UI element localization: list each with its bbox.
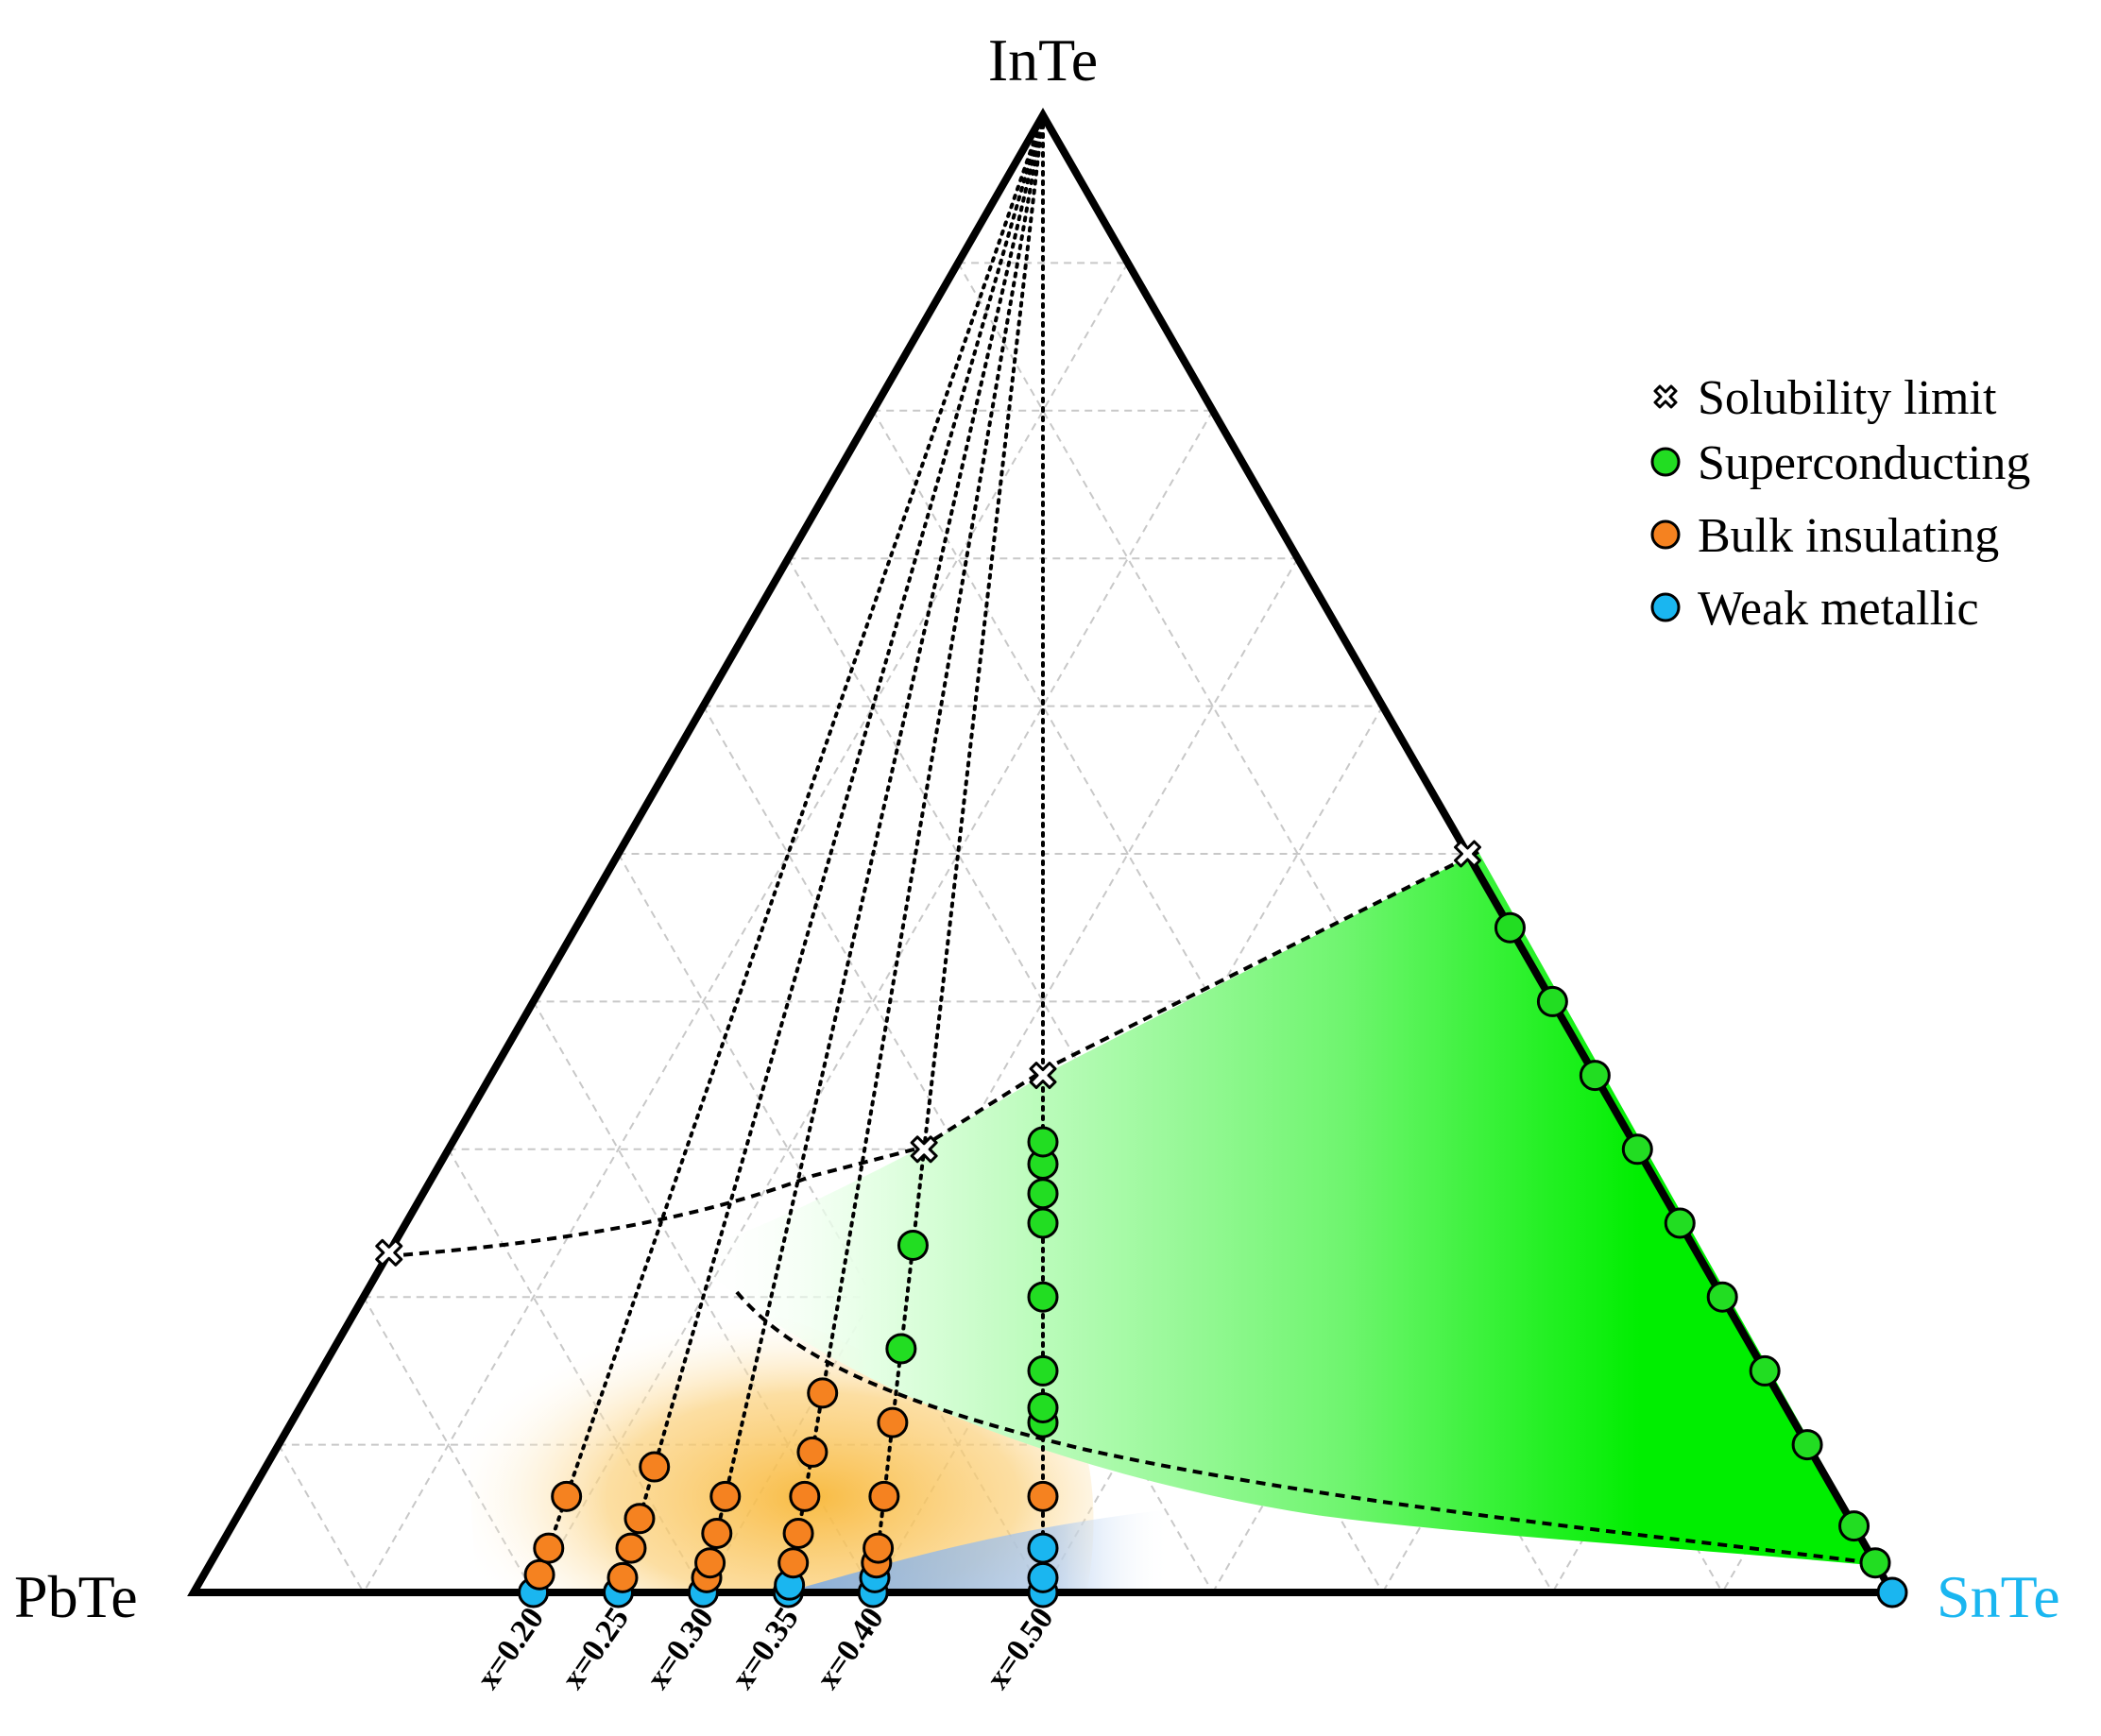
- composition-label: x=0.30: [641, 1601, 721, 1695]
- legend: Solubility limit Superconducting Bulk in…: [1650, 371, 2030, 636]
- bulk-insulating-point: [868, 1480, 900, 1512]
- legend-label-weak-metallic: Weak metallic: [1698, 582, 1979, 636]
- legend-label-bulk-insulating: Bulk insulating: [1698, 509, 1999, 563]
- superconducting-point: [1536, 985, 1568, 1017]
- composition-label: x=0.20: [470, 1601, 551, 1695]
- bulk-insulating-point: [1027, 1480, 1059, 1512]
- composition-label: x=0.25: [555, 1601, 636, 1695]
- solubility-limit-marker: [1454, 840, 1481, 868]
- weak-metallic-point: [1876, 1576, 1908, 1608]
- legend-marker-solubility-limit: [1653, 384, 1678, 409]
- superconducting-point: [1494, 911, 1526, 944]
- superconducting-point: [1027, 1126, 1059, 1158]
- composition-line: [701, 113, 1045, 1594]
- bulk-insulating-point: [533, 1532, 565, 1564]
- legend-marker-superconducting: [1650, 447, 1681, 477]
- weak-metallic-point: [1027, 1532, 1059, 1564]
- superconducting-point: [1027, 1207, 1059, 1239]
- composition-labels: x=0.20 x=0.25 x=0.30 x=0.35 x=0.40 x=0.50: [470, 1601, 1061, 1695]
- superconducting-point: [1579, 1060, 1611, 1092]
- composition-label: x=0.35: [726, 1601, 806, 1695]
- legend-label-solubility-limit: Solubility limit: [1698, 371, 1997, 425]
- composition-lines: [531, 113, 1045, 1594]
- composition-line: [786, 113, 1045, 1594]
- bulk-insulating-point: [709, 1480, 742, 1512]
- data-points: [375, 840, 1908, 1608]
- grid-line: [532, 410, 1214, 1593]
- bulk-insulating-point: [789, 1480, 821, 1512]
- superconducting-point: [1664, 1207, 1696, 1239]
- bulk-insulating-point: [694, 1547, 726, 1579]
- bulk-insulating-point: [782, 1517, 814, 1549]
- superconducting-point: [1791, 1429, 1823, 1461]
- superconducting-point: [1706, 1281, 1738, 1313]
- solubility-limit-marker: [910, 1135, 938, 1164]
- composition-line: [616, 113, 1045, 1594]
- solubility-limit-marker: [1029, 1062, 1057, 1090]
- legend-label-superconducting: Superconducting: [1698, 436, 2030, 490]
- bulk-insulating-point: [623, 1503, 656, 1535]
- superconducting-point: [1027, 1392, 1059, 1423]
- bulk-insulating-point: [639, 1451, 671, 1483]
- bulk-insulating-point: [701, 1517, 733, 1549]
- superconducting-region: [690, 852, 1880, 1566]
- grid-line: [957, 262, 1724, 1593]
- vertex-label-snte: SnTe: [1937, 1563, 2060, 1630]
- superconducting-point: [897, 1229, 929, 1261]
- superconducting-point: [1859, 1547, 1891, 1579]
- solubility-limit-marker: [375, 1238, 403, 1267]
- superconducting-point: [1838, 1510, 1870, 1542]
- grid-line: [278, 1444, 365, 1593]
- superconducting-point: [1621, 1133, 1653, 1166]
- solubility-limit-boundary: [386, 850, 1479, 1258]
- composition-label: x=0.40: [810, 1601, 890, 1695]
- bulk-insulating-point: [796, 1436, 828, 1468]
- bulk-insulating-point: [863, 1532, 895, 1564]
- bulk-insulating-point: [807, 1377, 839, 1409]
- bulk-insulating-point: [523, 1558, 555, 1591]
- weak-metallic-point: [1027, 1561, 1059, 1593]
- bulk-insulating-point: [615, 1532, 647, 1564]
- bulk-insulating-point: [777, 1547, 810, 1579]
- vertex-label-inte: InTe: [988, 26, 1098, 94]
- superconducting-point: [885, 1333, 917, 1365]
- superconducting-point: [1749, 1354, 1781, 1387]
- superconducting-point: [1027, 1281, 1059, 1313]
- composition-label: x=0.50: [980, 1601, 1060, 1695]
- superconducting-point: [1027, 1354, 1059, 1387]
- bulk-insulating-point: [551, 1480, 583, 1512]
- bulk-insulating-point: [877, 1406, 909, 1438]
- legend-marker-bulk-insulating: [1650, 519, 1681, 550]
- bulk-insulating-point: [606, 1561, 639, 1593]
- composition-line: [531, 113, 1045, 1594]
- superconducting-point: [1027, 1178, 1059, 1210]
- vertex-label-pbte: PbTe: [14, 1563, 138, 1630]
- legend-marker-weak-metallic: [1650, 592, 1681, 622]
